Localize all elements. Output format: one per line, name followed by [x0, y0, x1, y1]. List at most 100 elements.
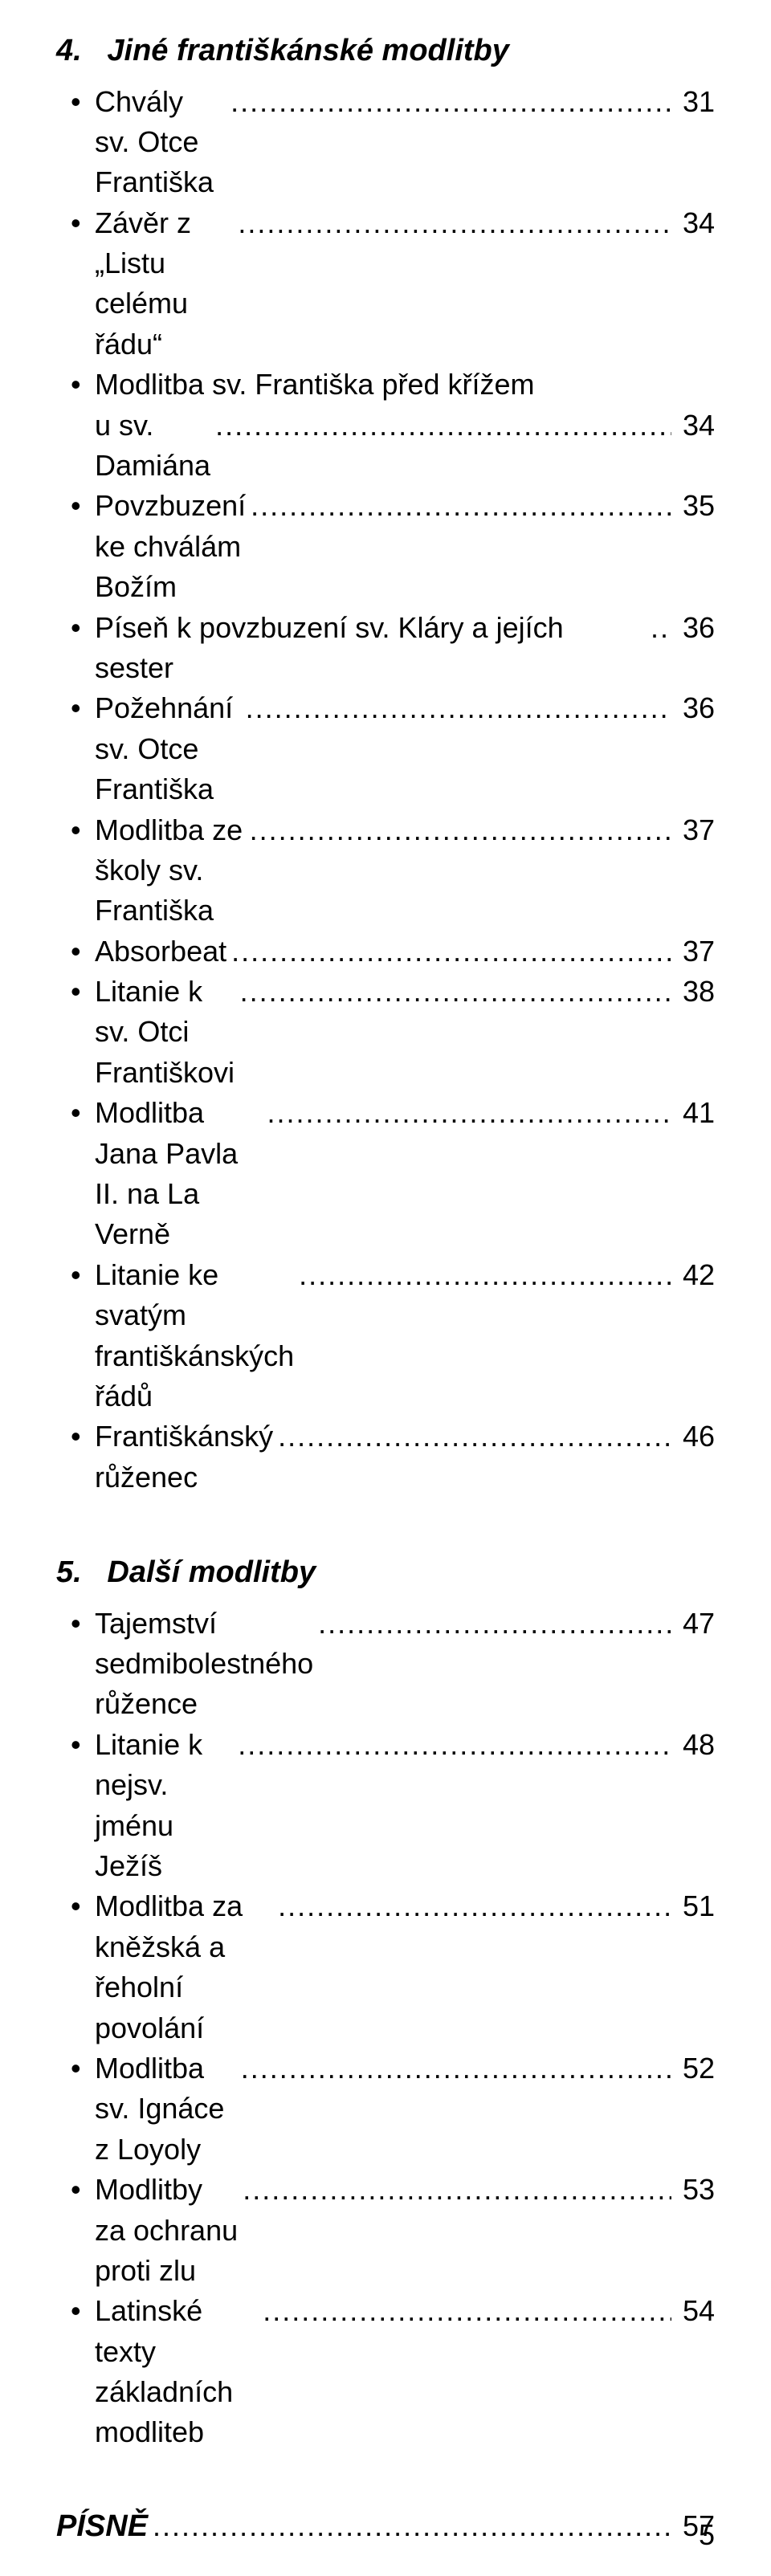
bullet-icon: • [56, 1886, 95, 1926]
pisne-heading: PÍSNĚ ..................................… [56, 2509, 715, 2544]
toc-label: Modlitba za kněžská a řeholní povolání [95, 1886, 273, 2048]
dot-leader: ........................................… [241, 688, 671, 728]
toc-page: 52 [671, 2048, 715, 2089]
toc-label: Litanie k sv. Otci Františkovi [95, 972, 235, 1093]
dot-leader: ........................................… [233, 1725, 671, 1765]
toc-label: Modlitba sv. Ignáce z Loyoly [95, 2048, 236, 2170]
dot-leader: ........................................… [263, 1093, 672, 1133]
bullet-icon: • [56, 365, 95, 405]
toc-label: Latinské texty základních modliteb [95, 2291, 258, 2453]
toc-label: Litanie k nejsv. jménu Ježíš [95, 1725, 233, 1887]
toc-row: • Tajemství sedmibolestného růžence ....… [56, 1604, 715, 1725]
dot-leader: ........................................… [226, 82, 671, 122]
toc-page: 37 [671, 810, 715, 850]
section-5-heading: 5. Další modlitby [56, 1554, 715, 1592]
section-5-title: Další modlitby [107, 1555, 316, 1589]
pisne-label: PÍSNĚ [56, 2509, 148, 2544]
toc-page: 35 [671, 486, 715, 526]
toc-label: Modlitba Jana Pavla II. na La Verně [95, 1093, 263, 1255]
bullet-icon: • [56, 1725, 95, 1765]
toc-label: Modlitby za ochranu proti zlu [95, 2170, 238, 2291]
toc-page: 36 [671, 608, 715, 648]
section-5-list: • Tajemství sedmibolestného růžence ....… [56, 1604, 715, 2453]
dot-leader: ........................................… [210, 406, 671, 446]
toc-row: • Chvály sv. Otce Františka ............… [56, 82, 715, 203]
bullet-icon: • [56, 2170, 95, 2210]
bullet-icon: • [56, 82, 95, 122]
dot-leader: ........................................… [313, 1604, 671, 1644]
toc-page: 54 [671, 2291, 715, 2331]
toc-label: Absorbeat [95, 931, 226, 972]
toc-page: 36 [671, 688, 715, 728]
toc-label: Závěr z „Listu celému řádu“ [95, 203, 233, 365]
toc-row: • Litanie k nejsv. jménu Ježíš .........… [56, 1725, 715, 1887]
toc-page: 47 [671, 1604, 715, 1644]
toc-row: • Závěr z „Listu celému řádu“ ..........… [56, 203, 715, 365]
toc-page: 41 [671, 1093, 715, 1133]
section-4-number: 4. [56, 34, 82, 67]
section-5-number: 5. [56, 1555, 82, 1589]
section-4-heading: 4. Jiné františkánské modlitby [56, 32, 715, 71]
dot-leader: ........................................… [148, 2509, 671, 2543]
dot-leader: ........................................… [258, 2291, 671, 2331]
bullet-icon: • [56, 1255, 95, 1295]
bullet-icon: • [56, 931, 95, 972]
toc-page: 31 [671, 82, 715, 122]
bullet-icon: • [56, 1416, 95, 1457]
toc-row: • Požehnání sv. Otce Františka .........… [56, 688, 715, 809]
toc-label: Tajemství sedmibolestného růžence [95, 1604, 313, 1725]
toc-row: • Latinské texty základních modliteb ...… [56, 2291, 715, 2453]
toc-row: • Litanie ke svatým františkánských řádů… [56, 1255, 715, 1417]
toc-page: 51 [671, 1886, 715, 1926]
dot-leader: .. [649, 608, 671, 648]
dot-leader: ........................................… [233, 203, 671, 243]
dot-leader: ........................................… [273, 1886, 671, 1926]
dot-leader: ........................................… [273, 1416, 671, 1457]
toc-label: Píseň k povzbuzení sv. Kláry a jejích se… [95, 608, 649, 689]
toc-label: Modlitba ze školy sv. Františka [95, 810, 245, 931]
bullet-icon: • [56, 203, 95, 243]
section-4-list: • Chvály sv. Otce Františka ............… [56, 82, 715, 1498]
toc-page: 48 [671, 1725, 715, 1765]
bullet-icon: • [56, 810, 95, 850]
toc-label: Povzbuzení ke chválám Božím [95, 486, 246, 607]
toc-row: • Povzbuzení ke chválám Božím ..........… [56, 486, 715, 607]
toc-page: 53 [671, 2170, 715, 2210]
toc-row: • Litanie k sv. Otci Františkovi .......… [56, 972, 715, 1093]
bullet-icon: • [56, 1093, 95, 1133]
bullet-icon: • [56, 2048, 95, 2089]
toc-row: • Modlitba Jana Pavla II. na La Verně ..… [56, 1093, 715, 1255]
toc-row: • Františkánský růženec ................… [56, 1416, 715, 1498]
section-4-title: Jiné františkánské modlitby [107, 34, 509, 67]
toc-row: • Píseň k povzbuzení sv. Kláry a jejích … [56, 608, 715, 689]
toc-label: Františkánský růženec [95, 1416, 273, 1498]
toc-page: 34 [671, 203, 715, 243]
toc-page: 34 [671, 406, 715, 446]
bullet-icon: • [56, 972, 95, 1012]
toc-label: Chvály sv. Otce Františka [95, 82, 226, 203]
toc-row: • Modlitba za kněžská a řeholní povolání… [56, 1886, 715, 2048]
toc-page: 38 [671, 972, 715, 1012]
toc-row: • Modlitby za ochranu proti zlu ........… [56, 2170, 715, 2291]
toc-page: 46 [671, 1416, 715, 1457]
dot-leader: ........................................… [246, 486, 671, 526]
dot-leader: ........................................… [236, 2048, 671, 2089]
toc-row: • Modlitba sv. Františka před křížem u s… [56, 365, 715, 486]
bullet-icon: • [56, 608, 95, 648]
toc-row: • Modlitba ze školy sv. Františka ......… [56, 810, 715, 931]
dot-leader: ........................................… [235, 972, 671, 1012]
dot-leader: ........................................… [245, 810, 671, 850]
bullet-icon: • [56, 1604, 95, 1644]
dot-leader: ........................................… [238, 2170, 671, 2210]
toc-label-line2: u sv. Damiána [95, 406, 210, 487]
page: 4. Jiné františkánské modlitby • Chvály … [0, 0, 771, 2576]
dot-leader: ........................................… [226, 931, 671, 972]
toc-row: • Modlitba sv. Ignáce z Loyoly .........… [56, 2048, 715, 2170]
bullet-icon: • [56, 688, 95, 728]
page-number: 5 [699, 2518, 715, 2552]
toc-row: • Absorbeat ............................… [56, 931, 715, 972]
toc-label: Litanie ke svatým františkánských řádů [95, 1255, 294, 1417]
bullet-icon: • [56, 2291, 95, 2331]
toc-page: 37 [671, 931, 715, 972]
toc-label: Požehnání sv. Otce Františka [95, 688, 241, 809]
